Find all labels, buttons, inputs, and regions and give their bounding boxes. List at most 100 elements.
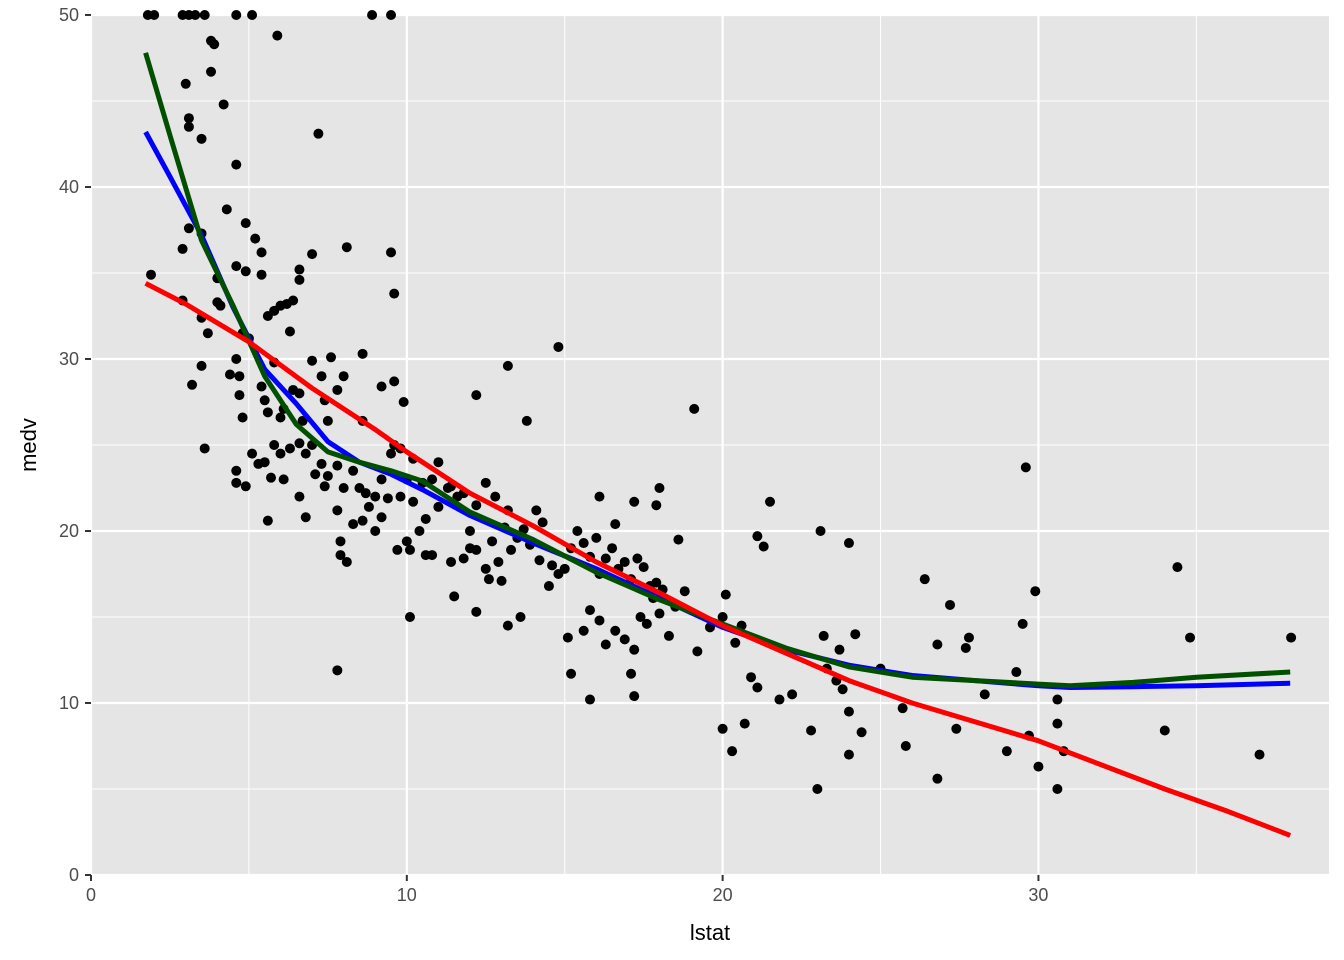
data-point	[584, 605, 595, 616]
data-point	[284, 443, 295, 454]
data-point	[629, 496, 640, 507]
data-point	[566, 668, 577, 679]
data-point	[559, 563, 570, 574]
data-point	[1052, 718, 1063, 729]
data-point	[180, 78, 191, 89]
data-point	[1286, 632, 1297, 643]
data-point	[256, 247, 267, 258]
data-point	[234, 371, 245, 382]
data-point	[300, 512, 311, 523]
x-axis-title: lstat	[690, 920, 730, 945]
data-point	[521, 415, 532, 426]
data-point	[224, 369, 235, 380]
data-point	[389, 376, 400, 387]
data-point	[240, 481, 251, 492]
data-point	[275, 448, 286, 459]
data-point	[326, 352, 337, 363]
data-point	[727, 746, 738, 757]
data-point	[275, 412, 286, 423]
data-point	[231, 261, 242, 272]
data-point	[259, 395, 270, 406]
data-point	[386, 247, 397, 258]
y-tick-label: 20	[59, 521, 79, 541]
data-point	[272, 30, 283, 41]
data-point	[231, 477, 242, 488]
data-point	[758, 541, 769, 552]
data-point	[370, 491, 381, 502]
data-point	[919, 574, 930, 585]
x-axis-ticks: 0 10 20 30	[86, 875, 1048, 905]
data-point	[316, 371, 327, 382]
data-point	[341, 556, 352, 567]
data-point	[1254, 749, 1265, 760]
data-point	[932, 773, 943, 784]
data-point	[177, 243, 188, 254]
data-point	[843, 706, 854, 717]
data-point	[386, 448, 397, 459]
data-point	[600, 553, 611, 564]
data-point	[651, 577, 662, 588]
data-point	[619, 634, 630, 645]
data-point	[266, 472, 277, 483]
data-point	[231, 354, 242, 364]
data-point	[294, 491, 305, 502]
data-point	[490, 491, 501, 502]
data-point	[591, 532, 602, 543]
data-point	[196, 133, 207, 144]
data-point	[547, 560, 558, 571]
data-point	[900, 741, 911, 751]
x-tick-label: 0	[86, 885, 96, 905]
data-point	[480, 477, 491, 488]
data-point	[471, 390, 482, 401]
data-point	[187, 379, 198, 390]
data-point	[572, 526, 583, 536]
data-point	[610, 625, 621, 636]
data-point	[392, 544, 403, 555]
data-point	[752, 682, 763, 693]
data-point	[837, 684, 848, 695]
data-point	[259, 457, 270, 468]
data-point	[332, 665, 343, 676]
data-point	[594, 615, 605, 626]
data-point	[237, 412, 248, 423]
data-point	[398, 397, 409, 407]
data-point	[629, 691, 640, 702]
data-point	[600, 639, 611, 650]
data-point	[746, 672, 757, 683]
red-curve-line	[144, 281, 1292, 838]
data-point	[638, 562, 649, 573]
data-point	[553, 341, 564, 352]
y-tick-label: 50	[59, 5, 79, 25]
data-point	[209, 39, 220, 50]
data-point	[692, 646, 703, 657]
data-point	[480, 563, 491, 574]
data-point	[679, 586, 690, 597]
data-point	[389, 288, 400, 299]
data-point	[433, 457, 444, 468]
y-tick-label: 0	[69, 865, 79, 885]
data-point	[951, 723, 962, 734]
data-point	[458, 553, 469, 564]
data-point	[256, 269, 267, 280]
data-point	[319, 481, 330, 492]
data-point	[269, 440, 280, 450]
data-point	[395, 491, 406, 502]
data-point	[487, 536, 498, 547]
data-point	[730, 637, 741, 648]
data-point	[247, 10, 258, 20]
data-point	[562, 632, 573, 643]
data-point	[294, 264, 305, 275]
data-point	[376, 474, 387, 485]
data-point	[651, 500, 662, 511]
data-point	[502, 360, 513, 371]
data-point	[720, 589, 731, 600]
x-tick-label: 10	[397, 885, 417, 905]
data-point	[1011, 667, 1022, 678]
data-point	[629, 644, 640, 655]
data-point	[464, 526, 475, 536]
data-point	[269, 305, 280, 316]
data-point	[313, 128, 324, 139]
data-point	[446, 556, 457, 567]
data-point	[483, 574, 494, 585]
